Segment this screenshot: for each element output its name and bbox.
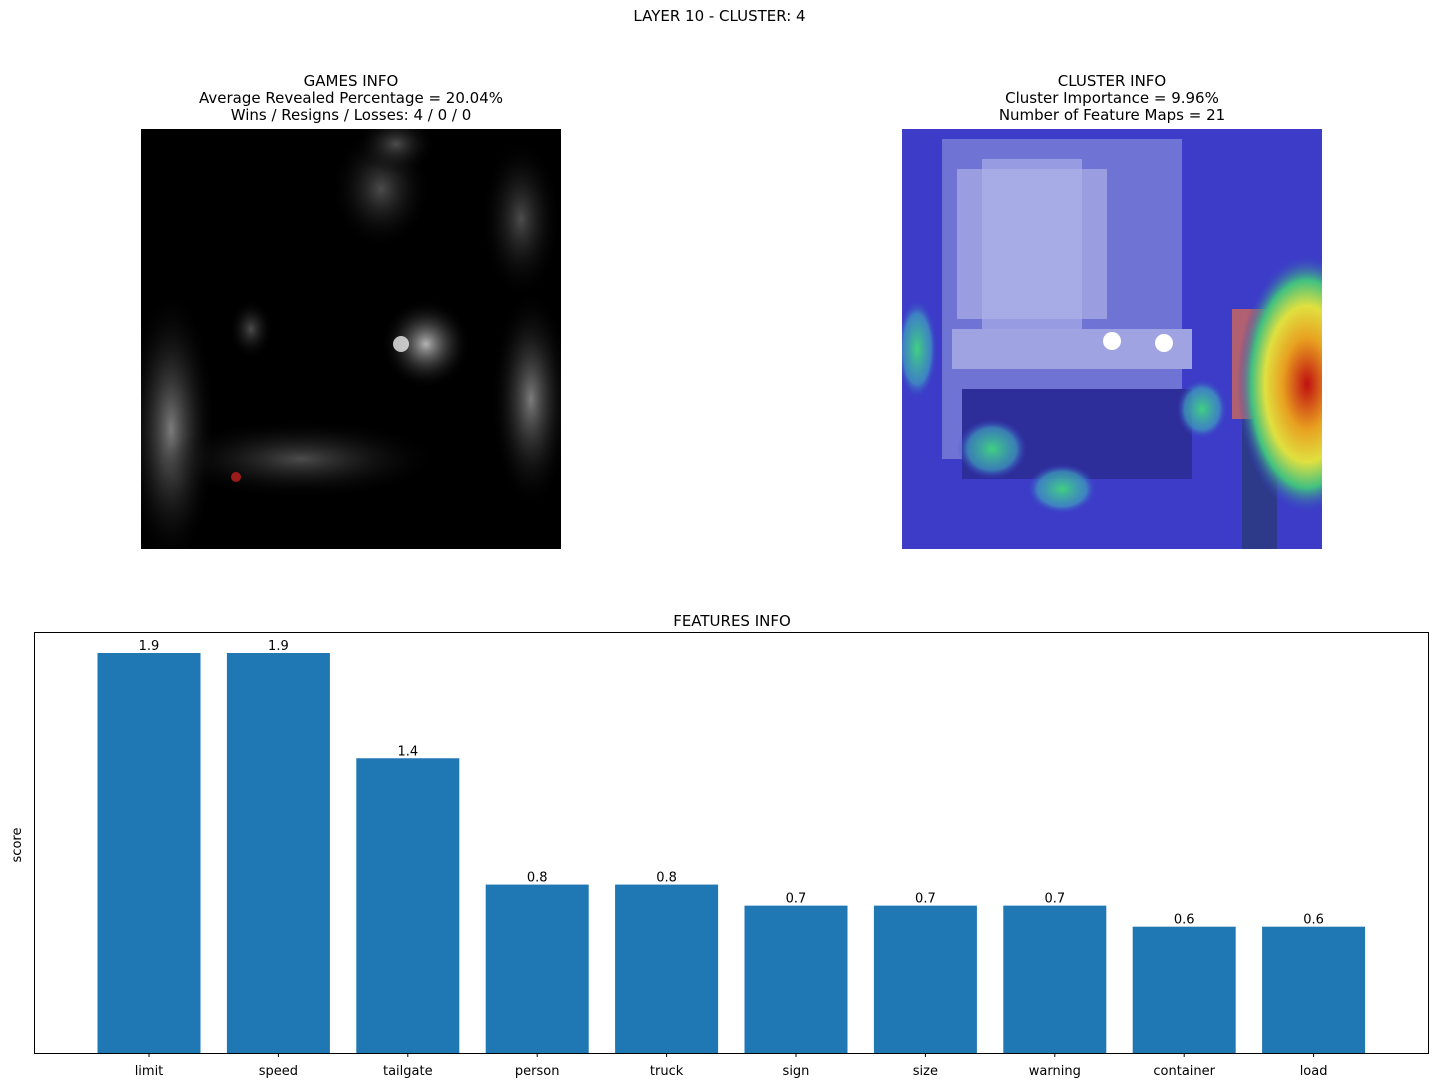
x-tick-label-load: load bbox=[1300, 1064, 1328, 1079]
x-tick-label-tailgate: tailgate bbox=[383, 1064, 433, 1079]
bar-person bbox=[485, 884, 589, 1053]
bar-container bbox=[1132, 926, 1236, 1053]
bars-group bbox=[97, 653, 1366, 1053]
features-info-chart: FEATURES INFO score 1.9 1.9 1.4 0.8 0.8 0.7 0.… bbox=[0, 600, 1439, 1087]
bar-value-label-container: 0.6 bbox=[1174, 913, 1195, 928]
bar-labels-group: 1.9 1.9 1.4 0.8 0.8 0.7 0.7 0.7 0.6 0.6 bbox=[139, 639, 1324, 928]
x-ticks-group: limit speed tailgate person truck sign size war… bbox=[135, 1053, 1328, 1079]
bar-tailgate bbox=[356, 758, 460, 1053]
bar-value-label-truck: 0.8 bbox=[656, 871, 677, 886]
bar-value-label-speed: 1.9 bbox=[268, 639, 289, 654]
bar-value-label-size: 0.7 bbox=[915, 892, 936, 907]
feature-map-count: Number of Feature Maps = 21 bbox=[998, 106, 1226, 124]
x-tick-label-speed: speed bbox=[259, 1064, 298, 1079]
bar-speed bbox=[226, 653, 330, 1053]
cluster-heatmap-image bbox=[902, 129, 1322, 549]
x-tick-label-warning: warning bbox=[1029, 1064, 1081, 1079]
bar-truck bbox=[615, 884, 719, 1053]
bar-sign bbox=[744, 905, 848, 1053]
bar-value-label-load: 0.6 bbox=[1303, 913, 1324, 928]
bar-limit bbox=[97, 653, 201, 1053]
cluster-importance: Cluster Importance = 9.96% bbox=[1005, 89, 1219, 107]
figure-title: LAYER 10 - CLUSTER: 4 bbox=[633, 7, 806, 25]
plot-frame bbox=[34, 632, 1429, 1054]
x-tick-label-container: container bbox=[1153, 1064, 1215, 1079]
x-tick-label-sign: sign bbox=[783, 1064, 810, 1079]
bar-chart: FEATURES INFO score 1.9 1.9 1.4 0.8 0.8 0.7 0.… bbox=[10, 612, 1429, 1079]
bar-load bbox=[1262, 926, 1366, 1053]
average-revealed-percentage: Average Revealed Percentage = 20.04% bbox=[198, 89, 503, 107]
wins-resigns-losses: Wins / Resigns / Losses: 4 / 0 / 0 bbox=[230, 106, 472, 124]
chart-title: FEATURES INFO bbox=[673, 612, 791, 630]
bar-value-label-limit: 1.9 bbox=[139, 639, 160, 654]
games-info-heading: GAMES INFO bbox=[303, 72, 399, 90]
x-tick-label-person: person bbox=[515, 1064, 560, 1079]
games-info-title: GAMES INFO Average Revealed Percentage =… bbox=[141, 73, 561, 124]
bar-value-label-warning: 0.7 bbox=[1044, 892, 1065, 907]
bar-warning bbox=[1003, 905, 1107, 1053]
bar-value-label-sign: 0.7 bbox=[786, 892, 807, 907]
cluster-info-heading: CLUSTER INFO bbox=[1057, 72, 1167, 90]
x-tick-label-limit: limit bbox=[135, 1064, 164, 1079]
bar-value-label-person: 0.8 bbox=[527, 871, 548, 886]
x-tick-label-size: size bbox=[913, 1064, 938, 1079]
y-axis-label: score bbox=[10, 828, 25, 863]
cluster-info-title: CLUSTER INFO Cluster Importance = 9.96% … bbox=[902, 73, 1322, 124]
x-tick-label-truck: truck bbox=[650, 1064, 684, 1079]
revealed-image bbox=[141, 129, 561, 549]
bar-value-label-tailgate: 1.4 bbox=[397, 744, 418, 759]
bar-size bbox=[873, 905, 977, 1053]
